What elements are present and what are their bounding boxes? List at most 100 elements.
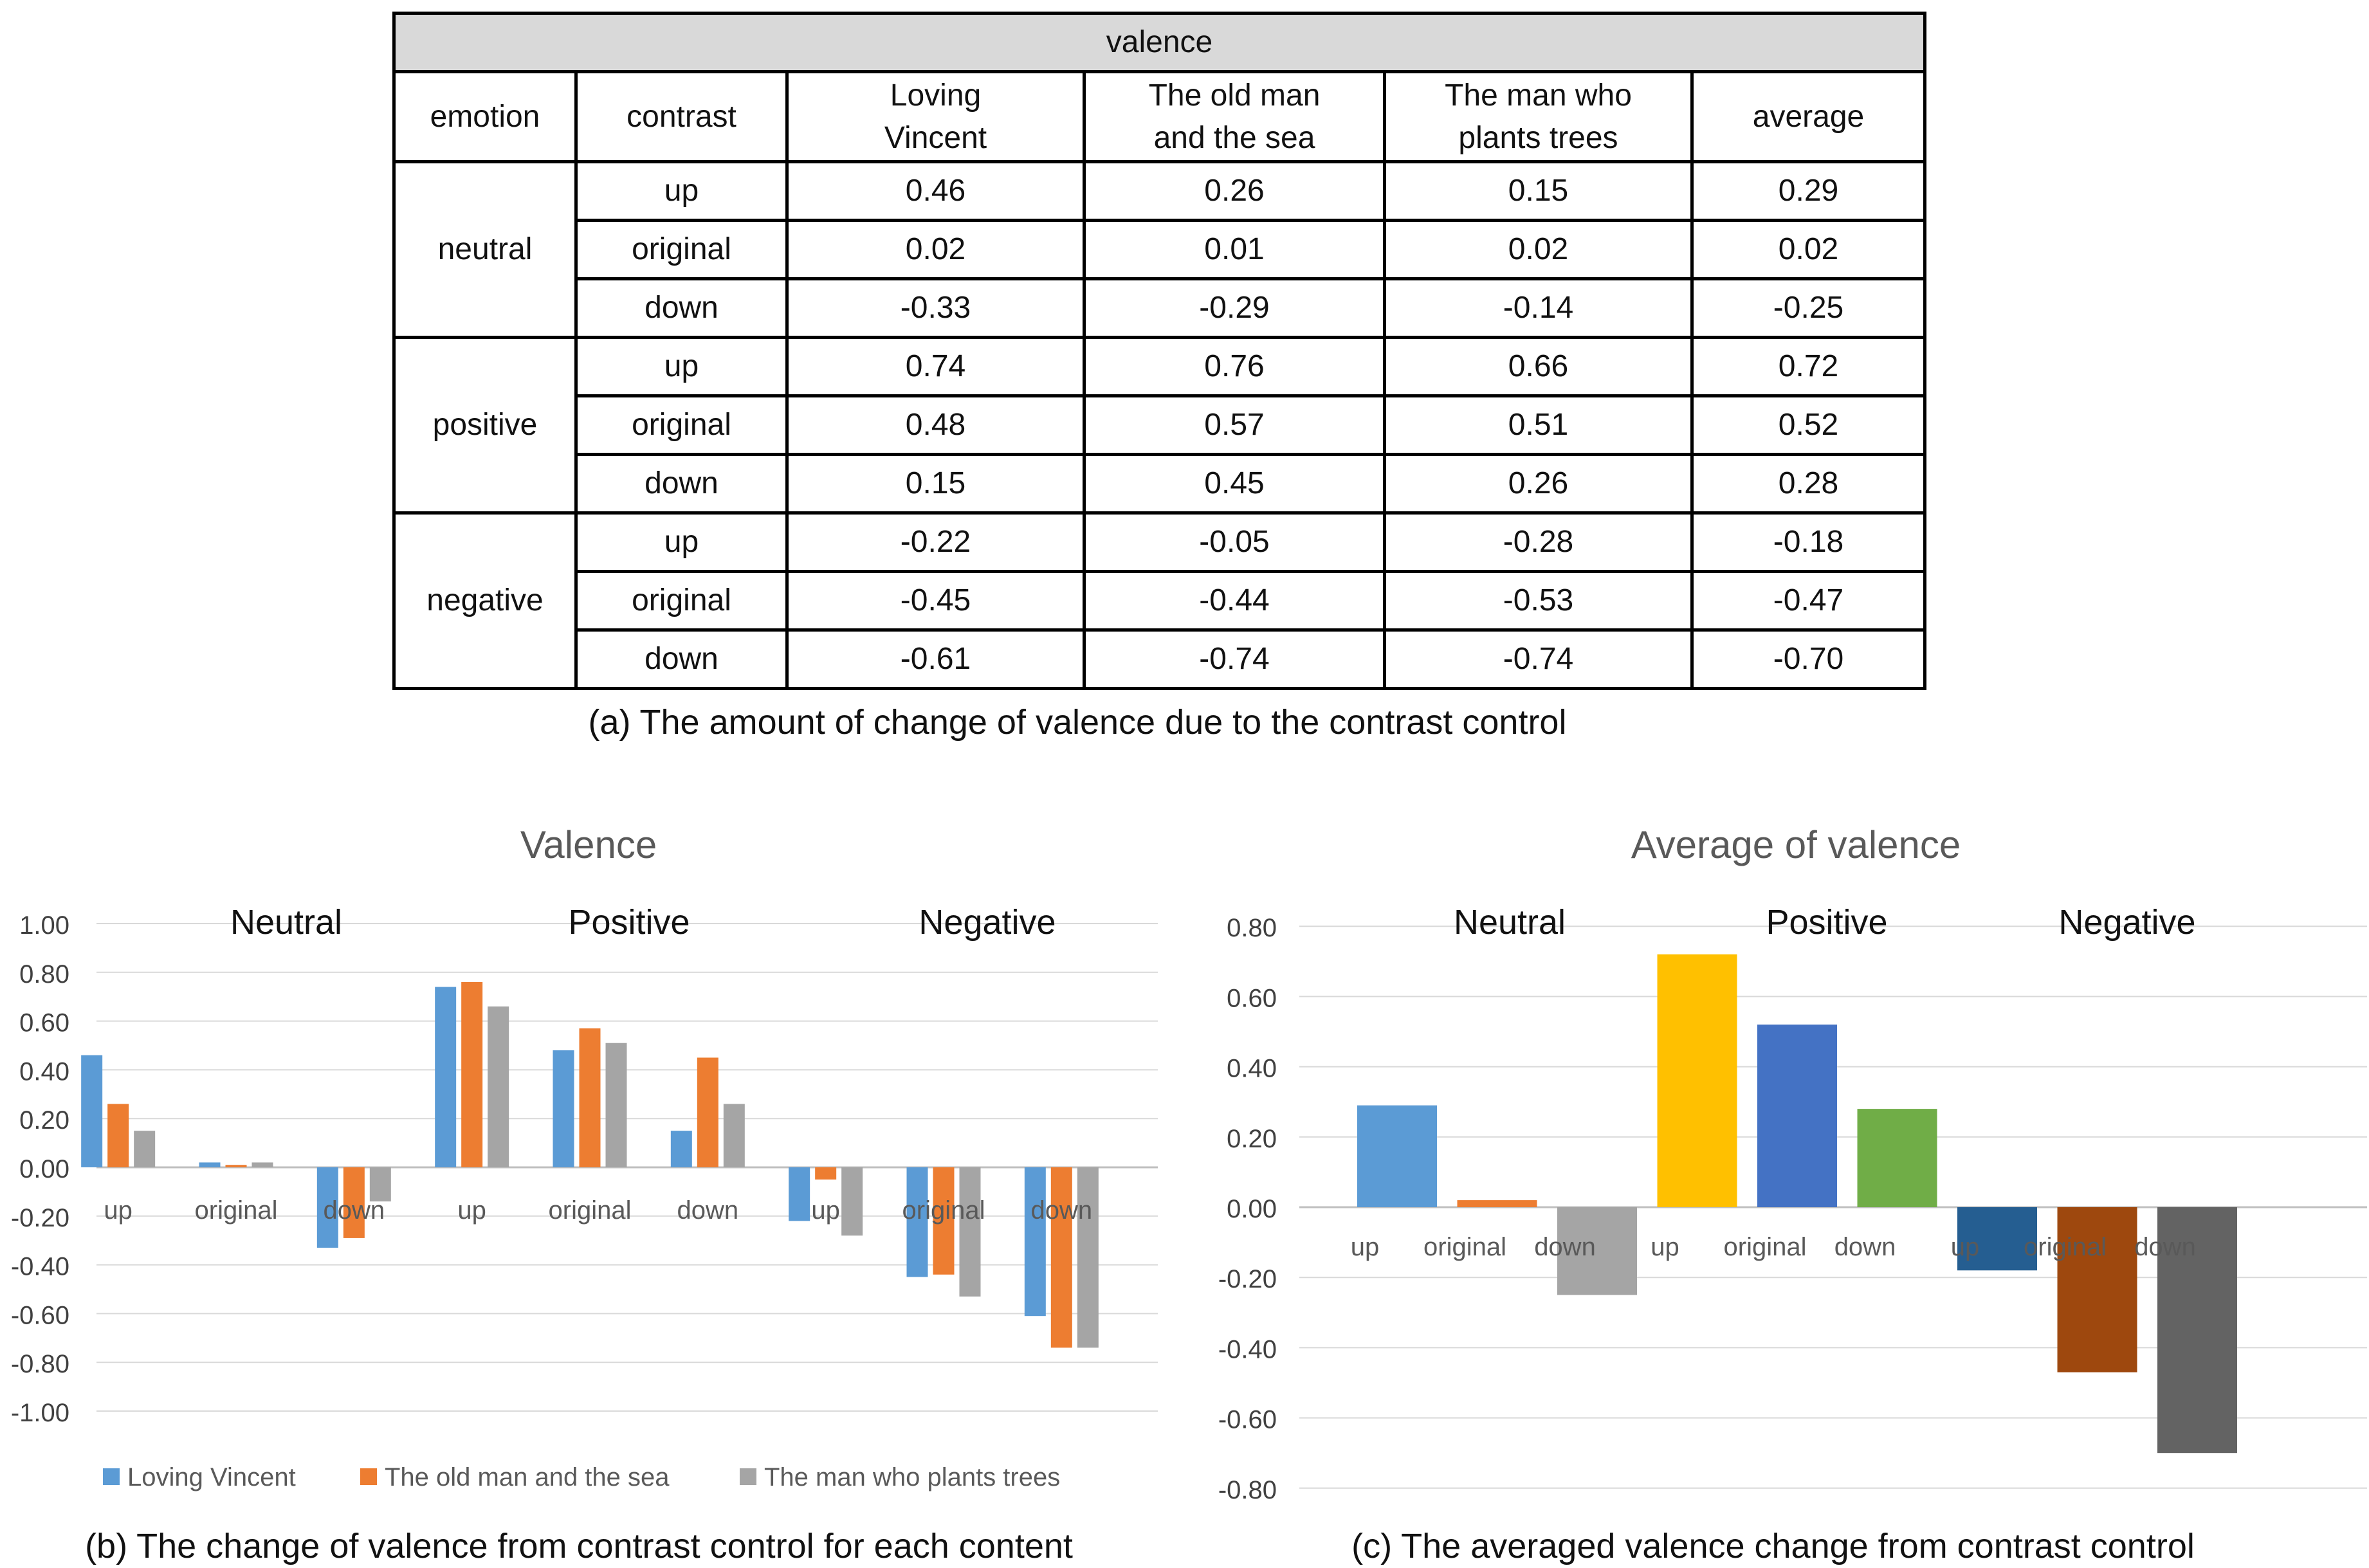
column-header: The old man and the sea [1083,70,1386,163]
legend-label: Loving Vincent [127,1463,296,1491]
y-tick-label: 0.40 [19,1057,69,1086]
value-cell: -0.47 [1690,570,1927,632]
column-header: Loving Vincent [785,70,1086,163]
value-cell: -0.74 [1083,628,1386,690]
value-cell: -0.29 [1083,277,1386,339]
value-cell: 0.76 [1083,336,1386,397]
bar [670,1131,692,1167]
bar [107,1104,129,1167]
table-title: valence [392,12,1927,73]
emotion-cell: negative [392,511,578,690]
legend-swatch [360,1468,377,1485]
y-tick-label: 0.20 [1227,1125,1277,1153]
column-header: emotion [392,70,578,163]
value-cell: 0.66 [1383,336,1694,397]
legend-label: The old man and the sea [385,1463,670,1491]
bar [252,1162,273,1167]
bar [1050,1167,1072,1348]
value-cell: -0.28 [1383,511,1694,573]
y-tick-label: 0.40 [1227,1055,1277,1083]
emotion-cell: neutral [392,160,578,339]
table-row: original -0.45 -0.44 -0.53 -0.47 [394,570,1927,632]
x-tick-label: down [1534,1233,1596,1261]
x-tick-label: original [902,1196,985,1225]
y-tick-label: -0.80 [1218,1476,1277,1504]
bar [789,1167,810,1221]
value-cell: 0.15 [785,453,1086,515]
value-cell: 0.45 [1083,453,1386,515]
value-cell: -0.44 [1083,570,1386,632]
value-cell: 0.02 [1383,219,1694,280]
contrast-cell: original [574,394,789,456]
contrast-cell: down [574,453,789,515]
column-header: The man who plants trees [1383,70,1694,163]
bar [343,1167,365,1238]
bar [134,1131,156,1167]
value-cell: -0.33 [785,277,1086,339]
value-cell: -0.70 [1690,628,1927,690]
group-label: Positive [568,903,690,942]
value-cell: 0.02 [1690,219,1927,280]
legend-label: The man who plants trees [764,1463,1060,1491]
x-tick-label: original [549,1196,632,1225]
chart-average-valence: Average of valence 0.80 0.60 0.40 0.20 0.00 -0… [1218,823,2367,1504]
emotion-cell: positive [392,336,578,515]
bar [605,1043,627,1167]
bar [1457,1200,1537,1207]
caption-a: (a) The amount of change of valence due … [588,703,1567,742]
contrast-cell: down [574,628,789,690]
table-row: original 0.48 0.57 0.51 0.52 [394,394,1927,456]
bar [1557,1207,1637,1295]
contrast-cell: up [574,511,789,573]
table-row: positive up 0.74 0.76 0.66 0.72 [392,336,1927,515]
value-cell: -0.45 [785,570,1086,632]
x-tick-label: up [104,1196,133,1225]
caption-b: (b) The change of valence from contrast … [85,1527,1073,1565]
y-tick-label: 0.60 [1227,984,1277,1012]
bar [579,1028,601,1167]
y-tick-label: 0.00 [1227,1195,1277,1223]
group-label: Positive [1766,903,1887,942]
bar [316,1167,338,1248]
value-cell: 0.51 [1383,394,1694,456]
bar [959,1167,981,1297]
value-cell: 0.26 [1383,453,1694,515]
bar [697,1057,718,1167]
y-tick-label: 0.00 [19,1155,69,1183]
x-tick-label: original [195,1196,278,1225]
legend-swatch [740,1468,756,1485]
column-header: contrast [574,70,789,163]
value-cell: -0.18 [1690,511,1927,573]
bar [225,1165,247,1167]
x-tick-label: original [1423,1233,1506,1261]
table-row: down 0.15 0.45 0.26 0.28 [394,453,1927,515]
value-cell: 0.02 [785,219,1086,280]
bar [369,1167,391,1202]
chart-valence-by-content: Valence 1.00 0.80 0.60 0.40 0.20 0.00 -0.20 -0.4… [11,823,1158,1491]
group-label: Neutral [230,903,342,942]
bar [2057,1207,2137,1372]
bar [2157,1207,2237,1454]
bar [488,1006,509,1167]
table-title-row: valence [392,12,1927,73]
bar [435,987,457,1167]
table-row: original 0.02 0.01 0.02 0.02 [394,219,1927,280]
value-cell: 0.46 [785,160,1086,222]
bar [1957,1207,2037,1271]
group-label: Negative [919,903,1056,942]
value-cell: -0.14 [1383,277,1694,339]
y-tick-label: -0.80 [11,1350,69,1378]
value-cell: 0.52 [1690,394,1927,456]
table-row: down -0.33 -0.29 -0.14 -0.25 [394,277,1927,339]
bar [1077,1167,1099,1348]
bar [723,1104,745,1167]
y-tick-label: 0.80 [19,960,69,989]
value-cell: 0.72 [1690,336,1927,397]
bar [906,1167,928,1277]
y-tick-label: -0.20 [11,1204,69,1232]
bar [553,1050,574,1167]
y-tick-label: -0.40 [11,1253,69,1281]
x-tick-label: down [1031,1196,1093,1225]
group-label: Neutral [1454,903,1566,942]
value-cell: -0.25 [1690,277,1927,339]
